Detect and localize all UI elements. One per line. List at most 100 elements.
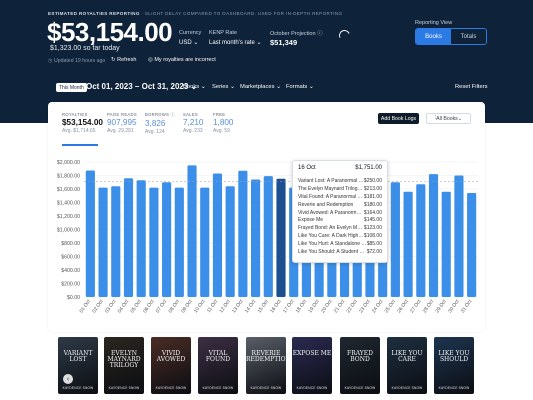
chart-tooltip: 16 Oct $1,751.00 Variant Lost: A Paranor… [292,160,388,263]
tooltip-row: Reverie and Redemption $180.00 [298,202,382,210]
book-cover-author: KAYDENCE SNOW [62,386,94,390]
stat-free[interactable]: FREE 1,800 Avg. 59 [213,112,234,134]
add-book-logs-button[interactable]: Add Book Logs [378,113,419,124]
bar-15-oct[interactable] [263,176,273,297]
bar-04-oct[interactable] [123,178,134,297]
book-cover-author: KAYDENCE SNOW [438,386,470,390]
tooltip-total: $1,751.00 [355,165,382,171]
chevron-down-icon: ⌄ [190,82,198,91]
y-tick-label: $1,400.00 [57,200,80,206]
bar-29-oct[interactable] [441,191,451,297]
bar-31-oct[interactable] [467,193,477,297]
tooltip-book-title: Expose Me [298,217,324,224]
series-filter[interactable]: Series ⌄ [212,84,235,90]
tooltip-book-value: $181.00 [363,193,382,200]
info-icon: ⓘ [170,112,176,117]
x-tick-label: 17 Oct [282,298,296,314]
clock-icon: ◷ [48,58,54,64]
bar-26-oct[interactable] [403,191,413,297]
x-tick-label: 18 Oct [295,298,309,314]
tooltip-book-title: Reverie and Redemption [298,201,354,208]
bar-25-oct[interactable] [390,182,400,297]
book-cover[interactable]: VIVID AVOWED KAYDENCE SNOW [151,337,191,394]
stat-sales[interactable]: SALES 7,210 Avg. 233 [183,112,204,134]
books-filter[interactable]: Books ⌄ [183,84,206,90]
tooltip-book-value: $123.00 [363,225,382,232]
view-totals-button[interactable]: Totals [451,29,486,44]
y-tick-label: $1,000.00 [57,227,80,233]
bar-27-oct[interactable] [416,184,426,297]
bar-12-oct[interactable] [225,186,235,297]
this-month-button[interactable]: This Month [56,83,87,92]
reset-filters-button[interactable]: Reset Filters [455,84,488,90]
bar-01-oct[interactable] [85,170,95,297]
bar-03-oct[interactable] [111,186,121,297]
bar-14-oct[interactable] [251,179,261,297]
y-tick-label: $1,600.00 [57,187,80,193]
bar-02-oct[interactable] [98,187,108,297]
y-tick-label: $0.00 [67,295,80,301]
tooltip-row: Vivid Avowed: A Paranormal Ro...$164.00 [298,210,382,218]
book-cover-author: KAYDENCE SNOW [202,386,234,390]
date-range-picker[interactable]: Oct 01, 2023 – Oct 31, 2023 ⌄ [86,82,198,91]
book-covers-carousel: VARIANT LOST KAYDENCE SNOW EVELYN MAYNARD … [48,334,485,400]
book-cover[interactable]: EVELYN MAYNARD TRILOGY KAYDENCE SNOW [104,337,144,394]
currency-label: Currency [179,30,202,36]
formats-filter[interactable]: Formats ⌄ [286,84,314,90]
chevron-down-icon: ⌄ [256,40,262,46]
royalties-incorrect-link[interactable]: ◎ My royalties are incorrect [148,57,216,63]
x-tick-label: 01 Oct [79,298,93,314]
all-books-select[interactable]: ⫶ All Books ⌄ [426,113,471,124]
reporting-view-label: Reporting View [415,20,453,26]
book-cover[interactable]: LIKE YOU SHOULD KAYDENCE SNOW [434,337,474,394]
x-tick-label: 02 Oct [91,298,105,314]
book-cover[interactable]: VITAL FOUND KAYDENCE SNOW [198,337,238,394]
marketplaces-filter[interactable]: Marketplaces ⌄ [240,84,281,90]
x-tick-label: 03 Oct [104,298,118,314]
book-cover[interactable]: REVERIE REDEMPTION KAYDENCE SNOW [246,337,286,394]
x-tick-label: 11 Oct [206,298,220,314]
book-cover[interactable]: FRAYED BOND KAYDENCE SNOW [340,337,380,394]
bar-30-oct[interactable] [454,175,464,298]
x-tick-label: 12 Oct [218,298,232,314]
projection-label: October Projection ⓘ [270,31,323,37]
bar-09-oct[interactable] [187,165,197,297]
stat-borrows[interactable]: BORROWS ⓘ 3,826 Avg. 124 [145,112,176,135]
refresh-button[interactable]: ↻ Refresh [111,57,137,63]
book-cover[interactable]: LIKE YOU CARE KAYDENCE SNOW [387,337,427,394]
stat-royalties[interactable]: ROYALTIES $53,154.00 Avg. $1,714.65 [62,112,103,134]
view-books-button[interactable]: Books [416,29,451,44]
book-cover[interactable]: VARIANT LOST KAYDENCE SNOW [58,337,98,394]
book-cover-title: VIVID AVOWED [156,350,186,363]
help-icon: ◎ [148,57,155,63]
x-tick-label: 09 Oct [180,298,194,314]
book-cover[interactable]: EXPOSE ME KAYDENCE SNOW [292,337,332,394]
x-tick-label: 20 Oct [320,298,334,314]
bar-11-oct[interactable] [212,173,223,297]
x-tick-label: 21 Oct [333,298,347,314]
stat-page-reads[interactable]: PAGE READS 907,995 Avg. 29,291 [107,112,137,134]
bar-07-oct[interactable] [162,182,172,297]
book-cover-author: KAYDENCE SNOW [296,386,328,390]
tooltip-date: 16 Oct [298,165,316,171]
currency-select[interactable]: USD ⌄ [179,40,199,46]
book-cover-title: VARIANT LOST [63,350,93,363]
bar-16-oct[interactable] [276,178,286,297]
bar-06-oct[interactable] [149,187,159,297]
bar-10-oct[interactable] [200,187,210,297]
bar-13-oct[interactable] [238,170,248,297]
x-tick-label: 08 Oct [168,298,182,314]
book-cover-author: KAYDENCE SNOW [250,386,282,390]
bar-28-oct[interactable] [428,174,439,297]
tooltip-book-value: $213.00 [363,185,382,192]
book-cover-title: REVERIE REDEMPTION [246,350,286,363]
bar-08-oct[interactable] [174,187,184,297]
tooltip-row: Like You Hurt: A Standalone Ene...$85.00 [298,241,382,249]
x-tick-label: 28 Oct [422,298,436,314]
tooltip-row: Vital Found: A Paranormal Rom...$181.00 [298,194,382,202]
kenp-select[interactable]: Last month's rate ⌄ [209,40,262,46]
y-tick-label: $200.00 [61,281,80,287]
chevron-left-icon[interactable]: ‹ [63,374,73,384]
book-cover-author: KAYDENCE SNOW [391,386,423,390]
bar-05-oct[interactable] [136,180,146,297]
